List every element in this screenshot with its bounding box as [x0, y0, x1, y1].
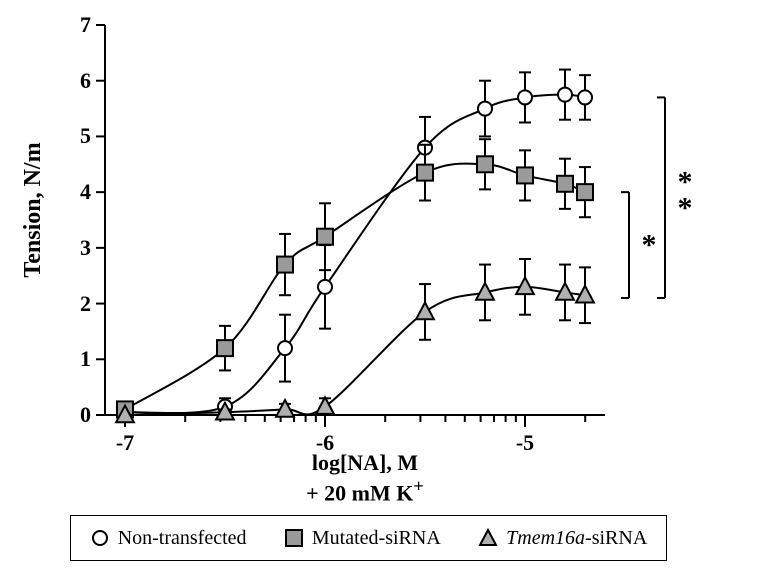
y-tick-label: 5	[80, 123, 91, 149]
legend-item-non-transfected: Non-transfected	[90, 527, 247, 550]
circle-marker-icon	[90, 528, 110, 548]
y-tick-label: 6	[80, 68, 91, 94]
x-axis-label-sup: +	[413, 476, 423, 496]
y-tick-label: 7	[80, 12, 91, 38]
x-axis-label: log[NA], M + 20 mM K+	[95, 450, 635, 506]
svg-text:*: *	[678, 192, 693, 225]
y-tick-label: 2	[80, 291, 91, 317]
legend-label: Mutated-siRNA	[312, 527, 441, 550]
legend-item-tmem16a: Tmem16a-siRNA	[478, 527, 647, 550]
x-axis-label-line2: + 20 mM K	[306, 480, 413, 505]
triangle-marker-icon	[478, 528, 498, 548]
legend: Non-transfected Mutated-siRNA Tmem16a-si…	[70, 515, 667, 561]
y-tick-label: 0	[80, 402, 91, 428]
y-tick-label: 3	[80, 235, 91, 261]
chart-figure: Tension, N/m *** 01234567 -7-6-5 log[NA]…	[0, 0, 773, 575]
y-tick-label: 1	[80, 346, 91, 372]
y-axis-label: Tension, N/m	[20, 142, 47, 277]
x-axis-label-line1: log[NA], M	[312, 450, 418, 475]
chart-plot-area: *** 01234567 -7-6-5	[95, 15, 635, 440]
legend-item-mutated: Mutated-siRNA	[284, 527, 441, 550]
legend-label: Non-transfected	[118, 527, 247, 550]
y-tick-label: 4	[80, 179, 91, 205]
legend-label: -siRNA	[585, 527, 647, 549]
svg-text:*: *	[642, 229, 657, 262]
legend-label-ital: Tmem16a	[506, 527, 585, 549]
square-marker-icon	[284, 528, 304, 548]
